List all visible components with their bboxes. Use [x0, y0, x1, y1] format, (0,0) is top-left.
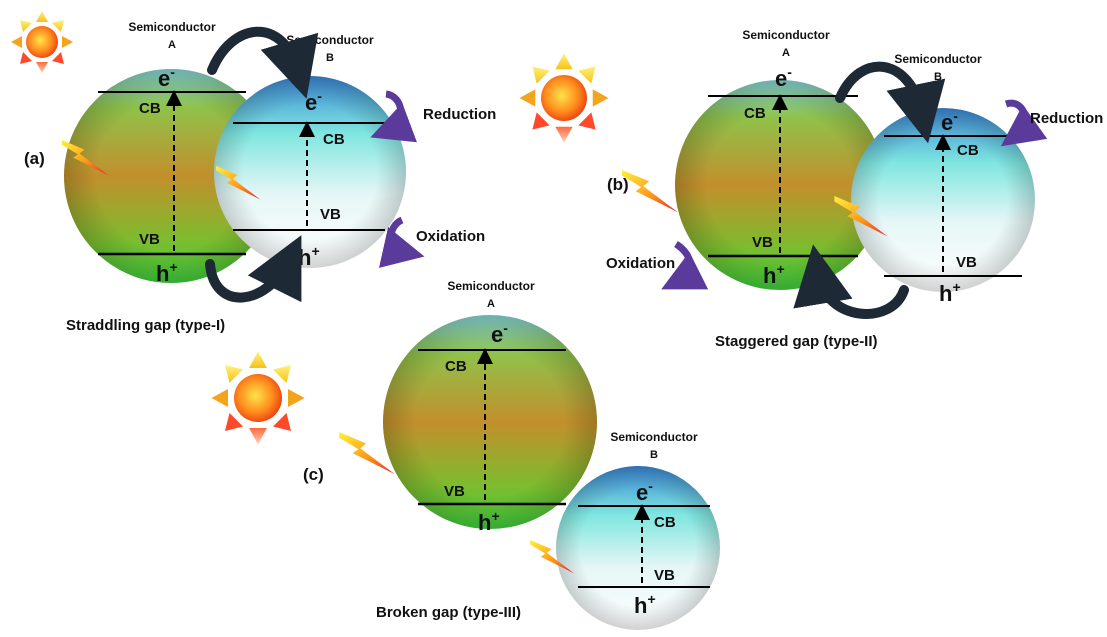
- panel-label: (a): [24, 149, 45, 168]
- cb-label-b: CB: [323, 131, 345, 148]
- semiconductor-a-title: Semiconductor: [742, 28, 830, 42]
- panel-a: (a) Semiconductor A Semiconductor B e- C…: [11, 11, 496, 334]
- panel-c: (c) Semiconductor A Semiconductor B e- C…: [211, 279, 720, 630]
- hole-b: h+: [939, 279, 961, 306]
- vb-label-a: VB: [752, 234, 773, 251]
- sun-icon: [519, 53, 609, 143]
- vb-label-a: VB: [444, 483, 465, 500]
- hole-a: h+: [763, 261, 785, 288]
- semiconductor-a-letter: A: [168, 39, 176, 51]
- semiconductor-b-letter: B: [650, 449, 658, 461]
- vb-label-b: VB: [956, 254, 977, 271]
- vb-label-b: VB: [654, 567, 675, 584]
- cb-label-a: CB: [445, 358, 467, 375]
- vb-label-b: VB: [320, 206, 341, 223]
- caption: Broken gap (type-III): [376, 604, 521, 621]
- cb-label-a: CB: [744, 105, 766, 122]
- cb-label-b: CB: [957, 142, 979, 159]
- electron-b: e-: [636, 478, 653, 505]
- semiconductor-a-title: Semiconductor: [128, 20, 216, 34]
- semiconductor-a-title: Semiconductor: [447, 279, 535, 293]
- electron-a: e-: [775, 64, 792, 91]
- oxidation-label: Oxidation: [606, 255, 675, 272]
- semiconductor-a-letter: A: [487, 298, 495, 310]
- curved-arrow-icon: [370, 90, 418, 143]
- semiconductor-b-letter: B: [326, 52, 334, 64]
- hole-transfer-arrow: [205, 235, 302, 303]
- reduction-label: Reduction: [423, 106, 496, 123]
- hole-a: h+: [478, 508, 500, 535]
- electron-a: e-: [491, 320, 508, 347]
- curved-arrow-icon: [1000, 99, 1048, 147]
- hole-a: h+: [156, 259, 178, 286]
- hole-transfer-arrow: [793, 244, 909, 319]
- electron-a: e-: [158, 64, 175, 91]
- sun-icon: [11, 11, 73, 73]
- semiconductor-a-letter: A: [782, 47, 790, 59]
- semiconductor-b-letter: B: [934, 71, 942, 83]
- oxidation-label: Oxidation: [416, 228, 485, 245]
- cb-label-a: CB: [139, 100, 161, 117]
- semiconductor-b-title: Semiconductor: [286, 33, 374, 47]
- reduction-label: Reduction: [1030, 110, 1103, 127]
- electron-transfer-arrow: [835, 61, 946, 144]
- semiconductor-b-title: Semiconductor: [894, 52, 982, 66]
- cb-label-b: CB: [654, 514, 676, 531]
- caption: Straddling gap (type-I): [66, 317, 225, 334]
- caption: Staggered gap (type-II): [715, 333, 878, 350]
- panel-b: (b) Semiconductor A Semiconductor B e- C…: [519, 28, 1103, 350]
- lightning-bolt-icon: [622, 169, 679, 213]
- sun-icon: [211, 351, 305, 445]
- semiconductor-b-title: Semiconductor: [610, 430, 698, 444]
- curved-arrow-icon: [378, 216, 425, 268]
- panel-label: (b): [607, 175, 629, 194]
- vb-label-a: VB: [139, 231, 160, 248]
- electron-transfer-arrow: [207, 26, 319, 99]
- hole-b: h+: [634, 591, 656, 618]
- panel-label: (c): [303, 465, 324, 484]
- curved-arrow-icon: [661, 241, 709, 290]
